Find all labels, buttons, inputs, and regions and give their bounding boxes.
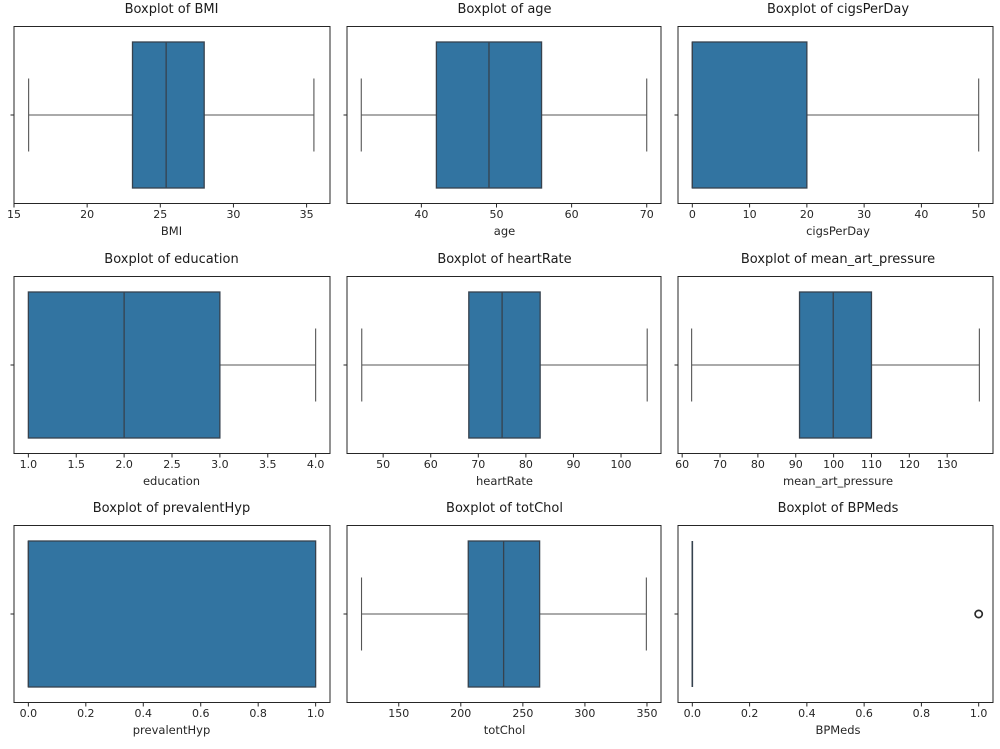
x-tick-label: 25: [153, 208, 167, 221]
x-tick-label: 0.4: [135, 707, 153, 720]
x-tick-label: 300: [574, 707, 595, 720]
x-tick-label: 60: [675, 458, 689, 471]
x-tick-label: 90: [566, 458, 580, 471]
x-tick-label: 150: [388, 707, 409, 720]
iqr-box: [798, 291, 873, 439]
x-axis-label: education: [142, 474, 201, 488]
iqr-box: [131, 41, 205, 189]
iqr-box: [691, 41, 808, 189]
x-axis-label: totChol: [483, 723, 526, 737]
subplot-title: Boxplot of BPMeds: [777, 501, 899, 516]
x-tick-label: 60: [424, 458, 438, 471]
x-tick-label: 50: [376, 458, 390, 471]
subplot-title: Boxplot of totChol: [446, 501, 563, 516]
x-tick-label: 0.2: [741, 707, 759, 720]
x-tick-label: 1.0: [307, 707, 325, 720]
x-tick-label: 200: [450, 707, 471, 720]
subplot-heartrate: 50 60 70 80 90 100 Boxplot of heartRate heart…: [333, 250, 666, 499]
boxplot-canvas-totchol: 150 200 250 300 350: [343, 525, 662, 720]
x-tick-label: 40: [414, 208, 428, 221]
x-tick-label: 0.0: [20, 707, 38, 720]
subplot-title: Boxplot of cigsPerDay: [766, 2, 910, 17]
x-tick-label: 110: [861, 458, 882, 471]
x-tick-label: 0.2: [77, 707, 95, 720]
x-tick-label: 2.0: [115, 458, 133, 471]
x-axis-label: BMI: [160, 224, 183, 238]
axes-frame: [677, 525, 994, 703]
x-tick-label: 10: [743, 208, 757, 221]
boxplot-canvas-age: 40 50 60 70: [343, 26, 662, 221]
x-tick-label: 70: [713, 458, 727, 471]
x-tick-label: 50: [972, 208, 986, 221]
boxplot-canvas-prevalenthyp: 0.0 0.2 0.4 0.6 0.8 1.0: [10, 525, 331, 720]
x-axis-label: age: [493, 224, 516, 238]
x-tick-label: 350: [636, 707, 657, 720]
boxplot-canvas-education: 1.0 1.5 2.0 2.5 3.0 3.5 4.0: [10, 276, 331, 471]
x-tick-label: 30: [226, 208, 240, 221]
x-tick-label: 0.6: [192, 707, 210, 720]
x-tick-label: 0: [689, 208, 696, 221]
x-tick-label: 100: [823, 458, 844, 471]
subplot-totchol: 150 200 250 300 350 Boxplot of totChol totCh…: [333, 499, 666, 749]
x-tick-label: 40: [914, 208, 928, 221]
x-tick-label: 130: [937, 458, 958, 471]
x-tick-label: 3.0: [211, 458, 229, 471]
subplot-education: 1.0 1.5 2.0 2.5 3.0 3.5 4.0 Boxplot of educati…: [0, 250, 333, 499]
x-tick-label: 15: [7, 208, 21, 221]
x-axis-label: cigsPerDay: [806, 224, 870, 238]
x-tick-label: 250: [512, 707, 533, 720]
subplot-mean-art-pressure: 60 70 80 90 100 110 120 130 Boxplot of mean_art…: [666, 250, 1000, 499]
x-tick-label: 0.4: [798, 707, 816, 720]
subplot-title: Boxplot of prevalentHyp: [92, 501, 251, 516]
x-axis-label: BPMeds: [815, 723, 861, 737]
x-tick-label: 0.6: [855, 707, 873, 720]
x-tick-label: 50: [489, 208, 503, 221]
iqr-box: [468, 291, 541, 439]
x-tick-label: 90: [789, 458, 803, 471]
subplot-cigsperday: 0 10 20 30 40 50 Boxplot of cigsPerDay cigsPe…: [666, 0, 1000, 250]
x-axis-label: mean_art_pressure: [782, 474, 894, 488]
subplot-title: Boxplot of age: [457, 2, 552, 17]
x-tick-label: 0.8: [249, 707, 267, 720]
x-tick-label: 0.0: [684, 707, 702, 720]
x-tick-label: 80: [519, 458, 533, 471]
x-tick-label: 60: [565, 208, 579, 221]
subplot-title: Boxplot of heartRate: [437, 252, 572, 267]
subplot-age: 40 50 60 70 Boxplot of age age: [333, 0, 666, 250]
iqr-box: [27, 540, 317, 688]
subplot-bmi: 15 20 25 30 35 Boxplot of BMI BMI: [0, 0, 333, 250]
boxplot-canvas-mean-art-pressure: 60 70 80 90 100 110 120 130: [674, 276, 994, 471]
subplot-prevalenthyp: 0.0 0.2 0.4 0.6 0.8 1.0 Boxplot of prevalentH…: [0, 499, 333, 749]
subplot-title: Boxplot of education: [104, 252, 239, 267]
x-tick-label: 0.8: [913, 707, 931, 720]
x-tick-label: 1.0: [970, 707, 988, 720]
x-tick-label: 80: [751, 458, 765, 471]
x-tick-label: 35: [300, 208, 314, 221]
x-axis-label: heartRate: [475, 474, 534, 488]
x-tick-label: 70: [471, 458, 485, 471]
x-tick-label: 20: [80, 208, 94, 221]
x-tick-label: 30: [857, 208, 871, 221]
x-tick-label: 1.0: [20, 458, 38, 471]
x-tick-label: 1.5: [67, 458, 85, 471]
outlier-marker: [974, 609, 984, 619]
boxplot-canvas-cigsperday: 0 10 20 30 40 50: [674, 26, 994, 221]
boxplot-canvas-bmi: 15 20 25 30 35: [7, 26, 331, 221]
boxplot-canvas-bpmeds: 0.0 0.2 0.4 0.6 0.8 1.0: [674, 525, 994, 720]
x-tick-label: 120: [899, 458, 920, 471]
x-tick-label: 2.5: [163, 458, 181, 471]
boxplot-canvas-heartrate: 50 60 70 80 90 100: [343, 276, 662, 471]
x-axis-label: prevalentHyp: [132, 723, 211, 737]
subplot-title: Boxplot of BMI: [124, 2, 219, 17]
subplot-bpmeds: 0.0 0.2 0.4 0.6 0.8 1.0 Boxplot of BPMeds BPM…: [666, 499, 1000, 749]
x-tick-label: 3.5: [259, 458, 277, 471]
x-tick-label: 20: [800, 208, 814, 221]
x-tick-label: 4.0: [307, 458, 325, 471]
x-tick-label: 100: [611, 458, 632, 471]
x-tick-label: 70: [640, 208, 654, 221]
subplot-title: Boxplot of mean_art_pressure: [740, 252, 936, 267]
